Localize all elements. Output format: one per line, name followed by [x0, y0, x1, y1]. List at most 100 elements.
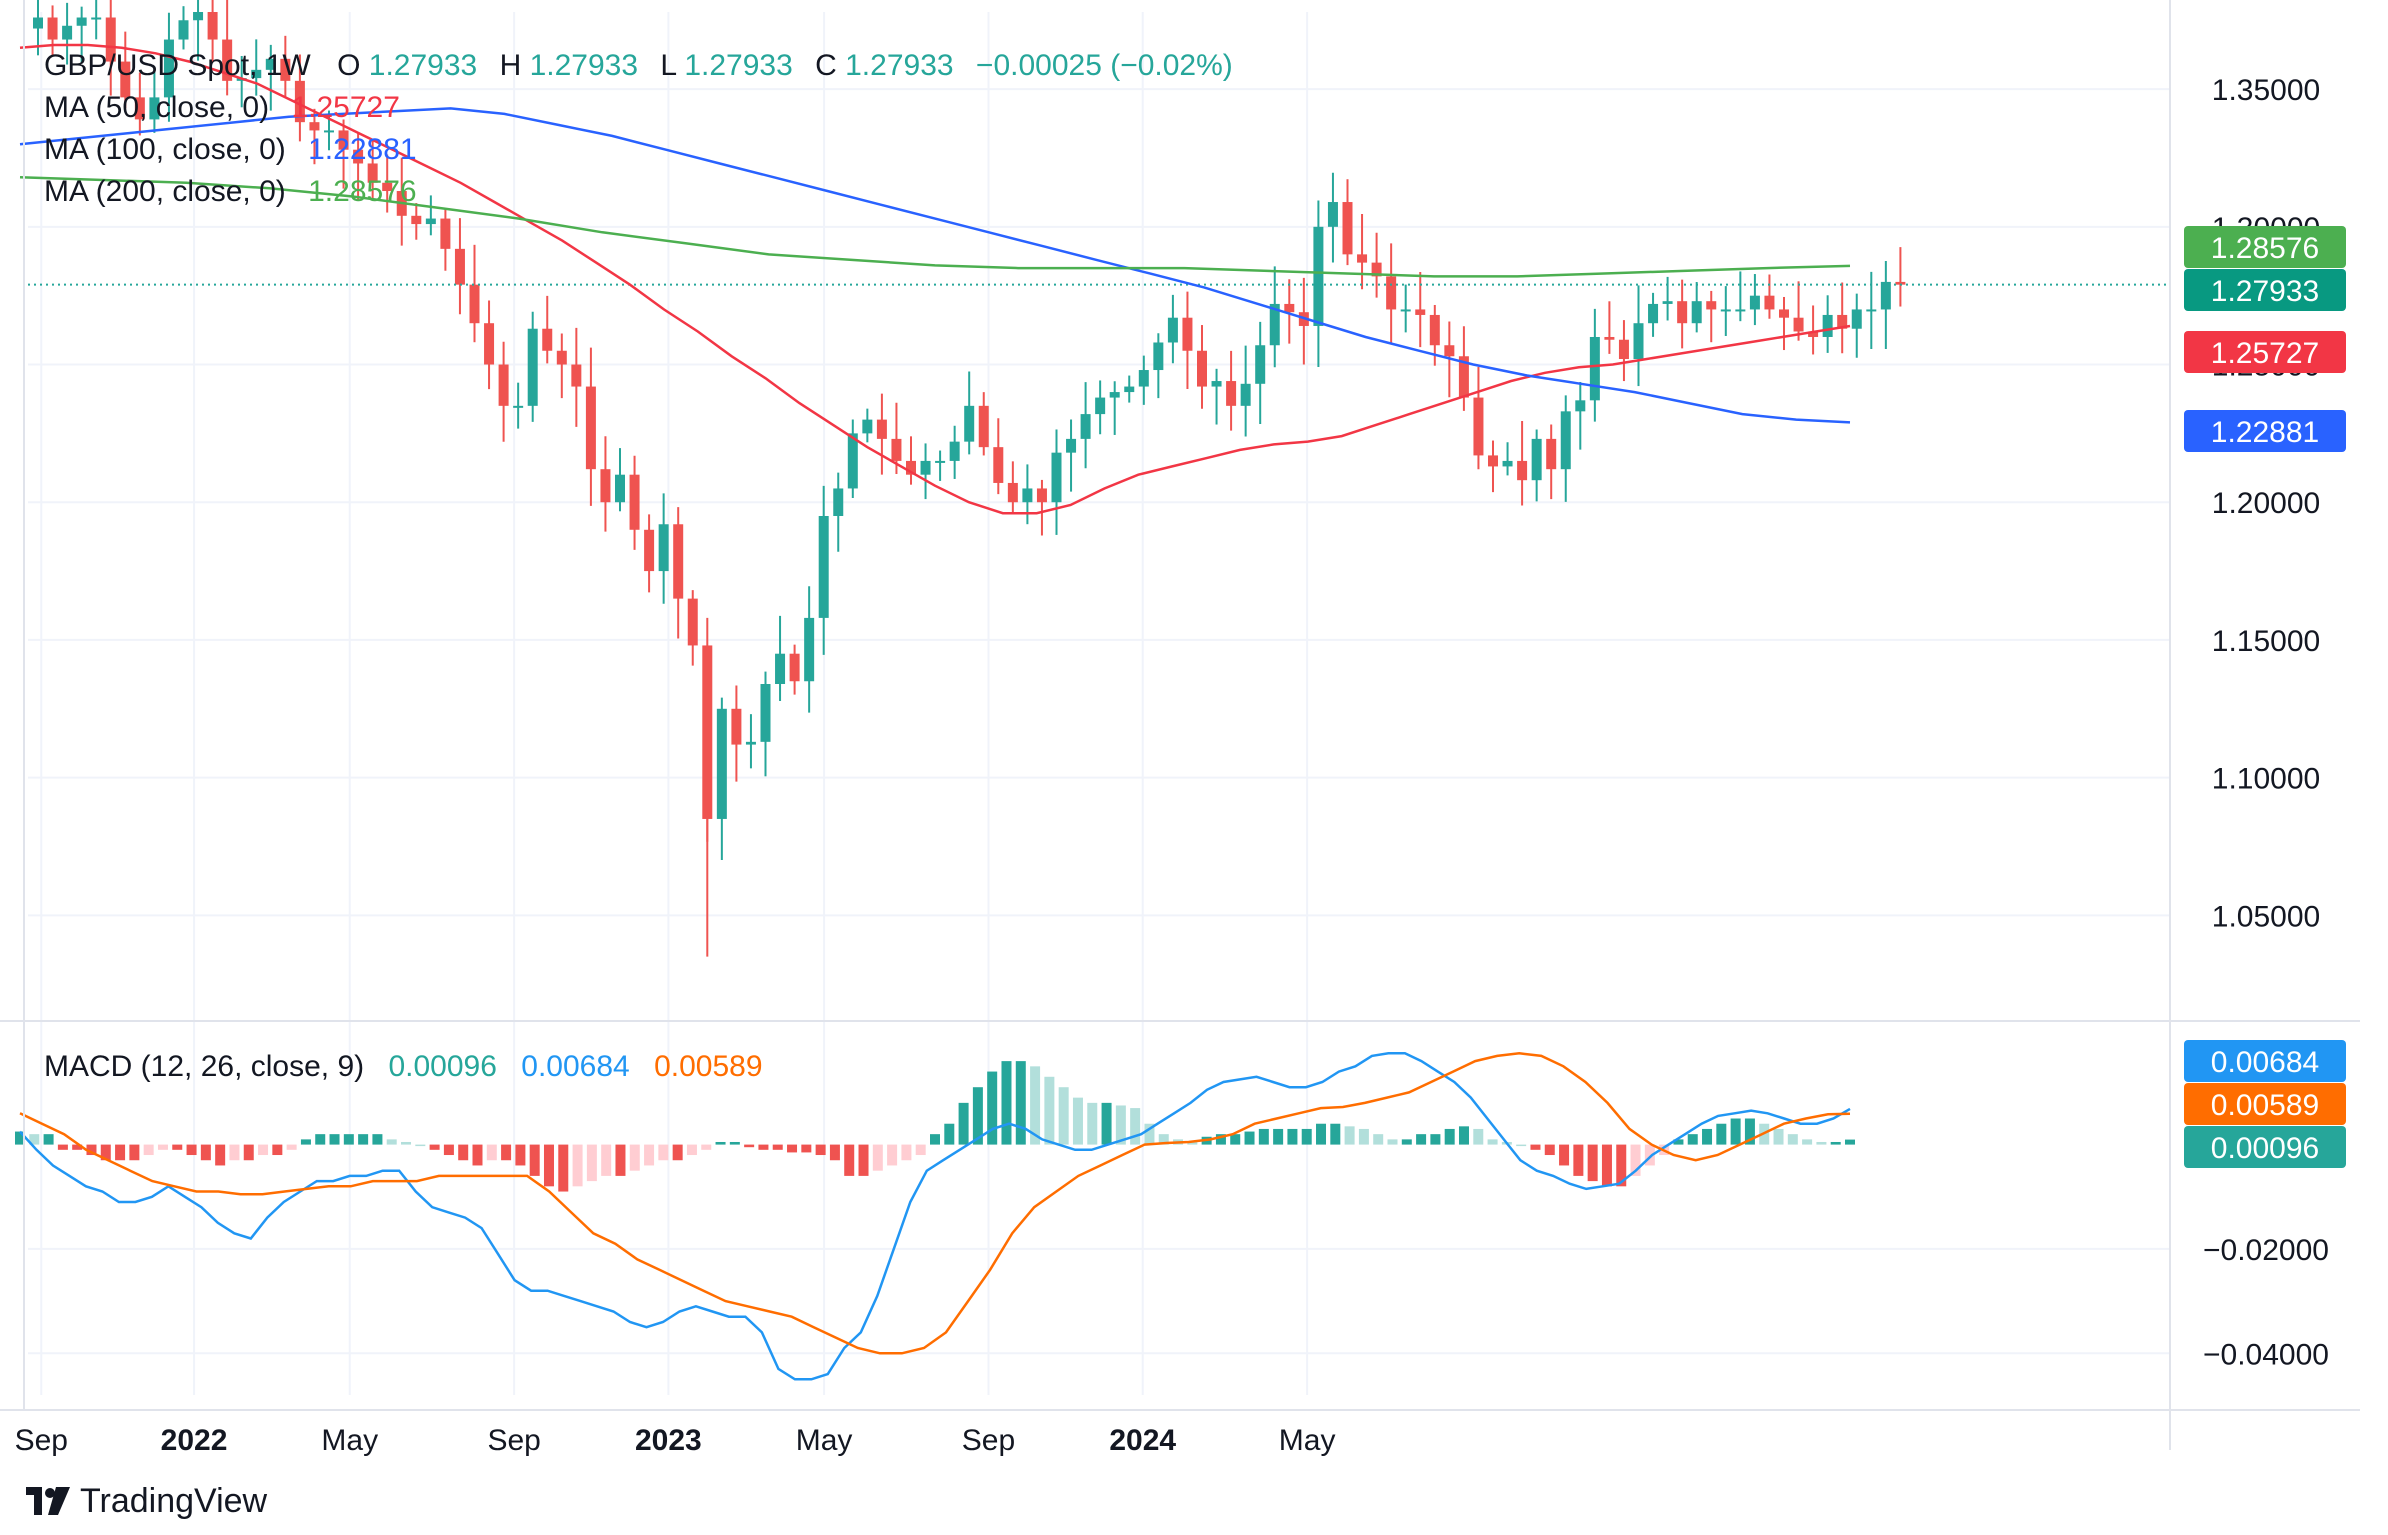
macd-hist-bar-128 [1845, 1139, 1855, 1145]
macd-hist-bar-113 [1630, 1144, 1641, 1176]
candle-13 [222, 0, 233, 96]
legend-open-value: 1.27933 [369, 49, 477, 82]
candle-body-40 [615, 474, 625, 503]
macd-legend-label[interactable]: MACD (12, 26, close, 9) [44, 1050, 364, 1083]
candle-39 [600, 436, 611, 532]
candle-body-48 [731, 708, 742, 745]
candle-51 [775, 615, 786, 702]
candle-body-61 [920, 460, 931, 475]
time-tick-1: 2022 [161, 1424, 228, 1457]
candle-66 [993, 418, 1004, 495]
candle-body-115 [1706, 301, 1717, 310]
macd-hist-bar-14 [215, 1144, 226, 1166]
candle-114 [1691, 281, 1702, 333]
candle-17 [280, 35, 291, 97]
candle-40 [615, 448, 625, 512]
macd-hist-bar-87 [1258, 1128, 1269, 1145]
time-tick-6: Sep [962, 1424, 1015, 1457]
legend-ma50-label[interactable]: MA (50, close, 0) [44, 91, 269, 124]
macd-hist-bar-53 [772, 1144, 783, 1150]
macd-hist-bar-110 [1587, 1144, 1598, 1182]
candle-1 [47, 5, 58, 56]
candle-47 [716, 697, 727, 860]
candle-35 [542, 295, 553, 364]
candle-18 [294, 54, 305, 142]
candle-body-99 [1473, 397, 1484, 456]
candle-body-49 [745, 741, 756, 745]
time-tick-0: Sep [15, 1424, 68, 1457]
legend-ma200-label[interactable]: MA (200, close, 0) [44, 175, 286, 208]
macd-hist-bar-80 [1158, 1134, 1169, 1145]
candle-41 [629, 455, 640, 550]
candle-body-120 [1779, 309, 1789, 318]
candle-body-10 [178, 20, 189, 40]
legend-ma100-label[interactable]: MA (100, close, 0) [44, 133, 286, 166]
macd-hist-bar-58 [844, 1144, 855, 1176]
macd-hist-bar-77 [1115, 1105, 1126, 1145]
price-tick-0: 1.35000 [2212, 74, 2320, 107]
time-tick-5: May [796, 1424, 853, 1457]
candle-63 [949, 425, 960, 479]
time-tick-8: May [1279, 1424, 1336, 1457]
candle-74 [1109, 381, 1120, 435]
macd-hist-bar-91 [1316, 1123, 1327, 1145]
macd-hist-bar-101 [1458, 1126, 1469, 1145]
macd-hist-bar-74 [1072, 1097, 1083, 1145]
candle-body-39 [600, 469, 611, 503]
candle-body-33 [513, 405, 524, 408]
macd-hist-bar-41 [601, 1144, 612, 1176]
candle-body-76 [1138, 370, 1149, 387]
candle-body-23 [367, 163, 378, 183]
macd-hist-bar-62 [901, 1144, 912, 1161]
macd-hist-bar-44 [644, 1144, 655, 1166]
macd-hist-bar-118 [1702, 1128, 1713, 1145]
candle-37 [571, 327, 582, 427]
candle-body-45 [687, 598, 698, 646]
candle-body-16 [265, 58, 276, 70]
candle-body-59 [891, 438, 902, 461]
macd-hist-bar-1 [29, 1134, 40, 1145]
candle-30 [469, 244, 480, 343]
candle-body-15 [251, 69, 262, 79]
candle-3 [76, 6, 87, 64]
tradingview-brand[interactable]: TradingView [26, 1478, 267, 1524]
macd-hist-bar-3 [57, 1144, 68, 1150]
macd-hist-bar-59 [858, 1144, 869, 1176]
candle-body-118 [1749, 295, 1760, 310]
macd-hist-bar-76 [1101, 1102, 1112, 1145]
candle-113 [1677, 279, 1688, 349]
candle-body-30 [469, 284, 480, 324]
macd-hist-bar-72 [1044, 1076, 1055, 1145]
candle-111 [1648, 292, 1659, 337]
candle-82 [1226, 350, 1237, 431]
candle-70 [1051, 429, 1062, 535]
candle-body-56 [847, 433, 858, 489]
macd-axis[interactable]: −0.02000 −0.04000 [2203, 1234, 2329, 1371]
macd-hist-bar-85 [1230, 1134, 1241, 1145]
price-tick-4: 1.15000 [2212, 625, 2320, 658]
candle-body-81 [1211, 381, 1222, 387]
legend-symbol[interactable]: GBP/USD Spot, 1W [44, 49, 311, 82]
macd-hist-bar-105 [1516, 1144, 1527, 1147]
price-tick-6: 1.05000 [2212, 900, 2320, 933]
price-axis[interactable]: 1.350001.250001.200001.150001.100001.050… [2212, 74, 2320, 933]
candle-body-50 [760, 684, 771, 742]
candle-body-102 [1517, 460, 1528, 481]
candle-95 [1415, 272, 1426, 348]
candle-body-88 [1313, 226, 1324, 326]
macd-hist-bar-71 [1030, 1066, 1041, 1145]
time-axis[interactable]: Sep 2022 May Sep 2023 May Sep 2024 May [15, 1424, 1336, 1457]
candle-94 [1400, 284, 1411, 333]
macd-hist-bar-0 [15, 1131, 25, 1145]
macd-hist-bar-100 [1444, 1128, 1455, 1145]
macd-hist-bar-75 [1087, 1102, 1098, 1145]
candle-body-107 [1589, 336, 1600, 401]
candle-body-109 [1618, 339, 1629, 360]
macd-hist-bar-123 [1773, 1128, 1784, 1145]
candle-83 [1240, 345, 1251, 437]
legend-close-label: C [815, 49, 837, 82]
macd-hist-bar-26 [386, 1139, 397, 1145]
macd-hist-bar-42 [615, 1144, 626, 1176]
candle-31 [484, 300, 495, 390]
